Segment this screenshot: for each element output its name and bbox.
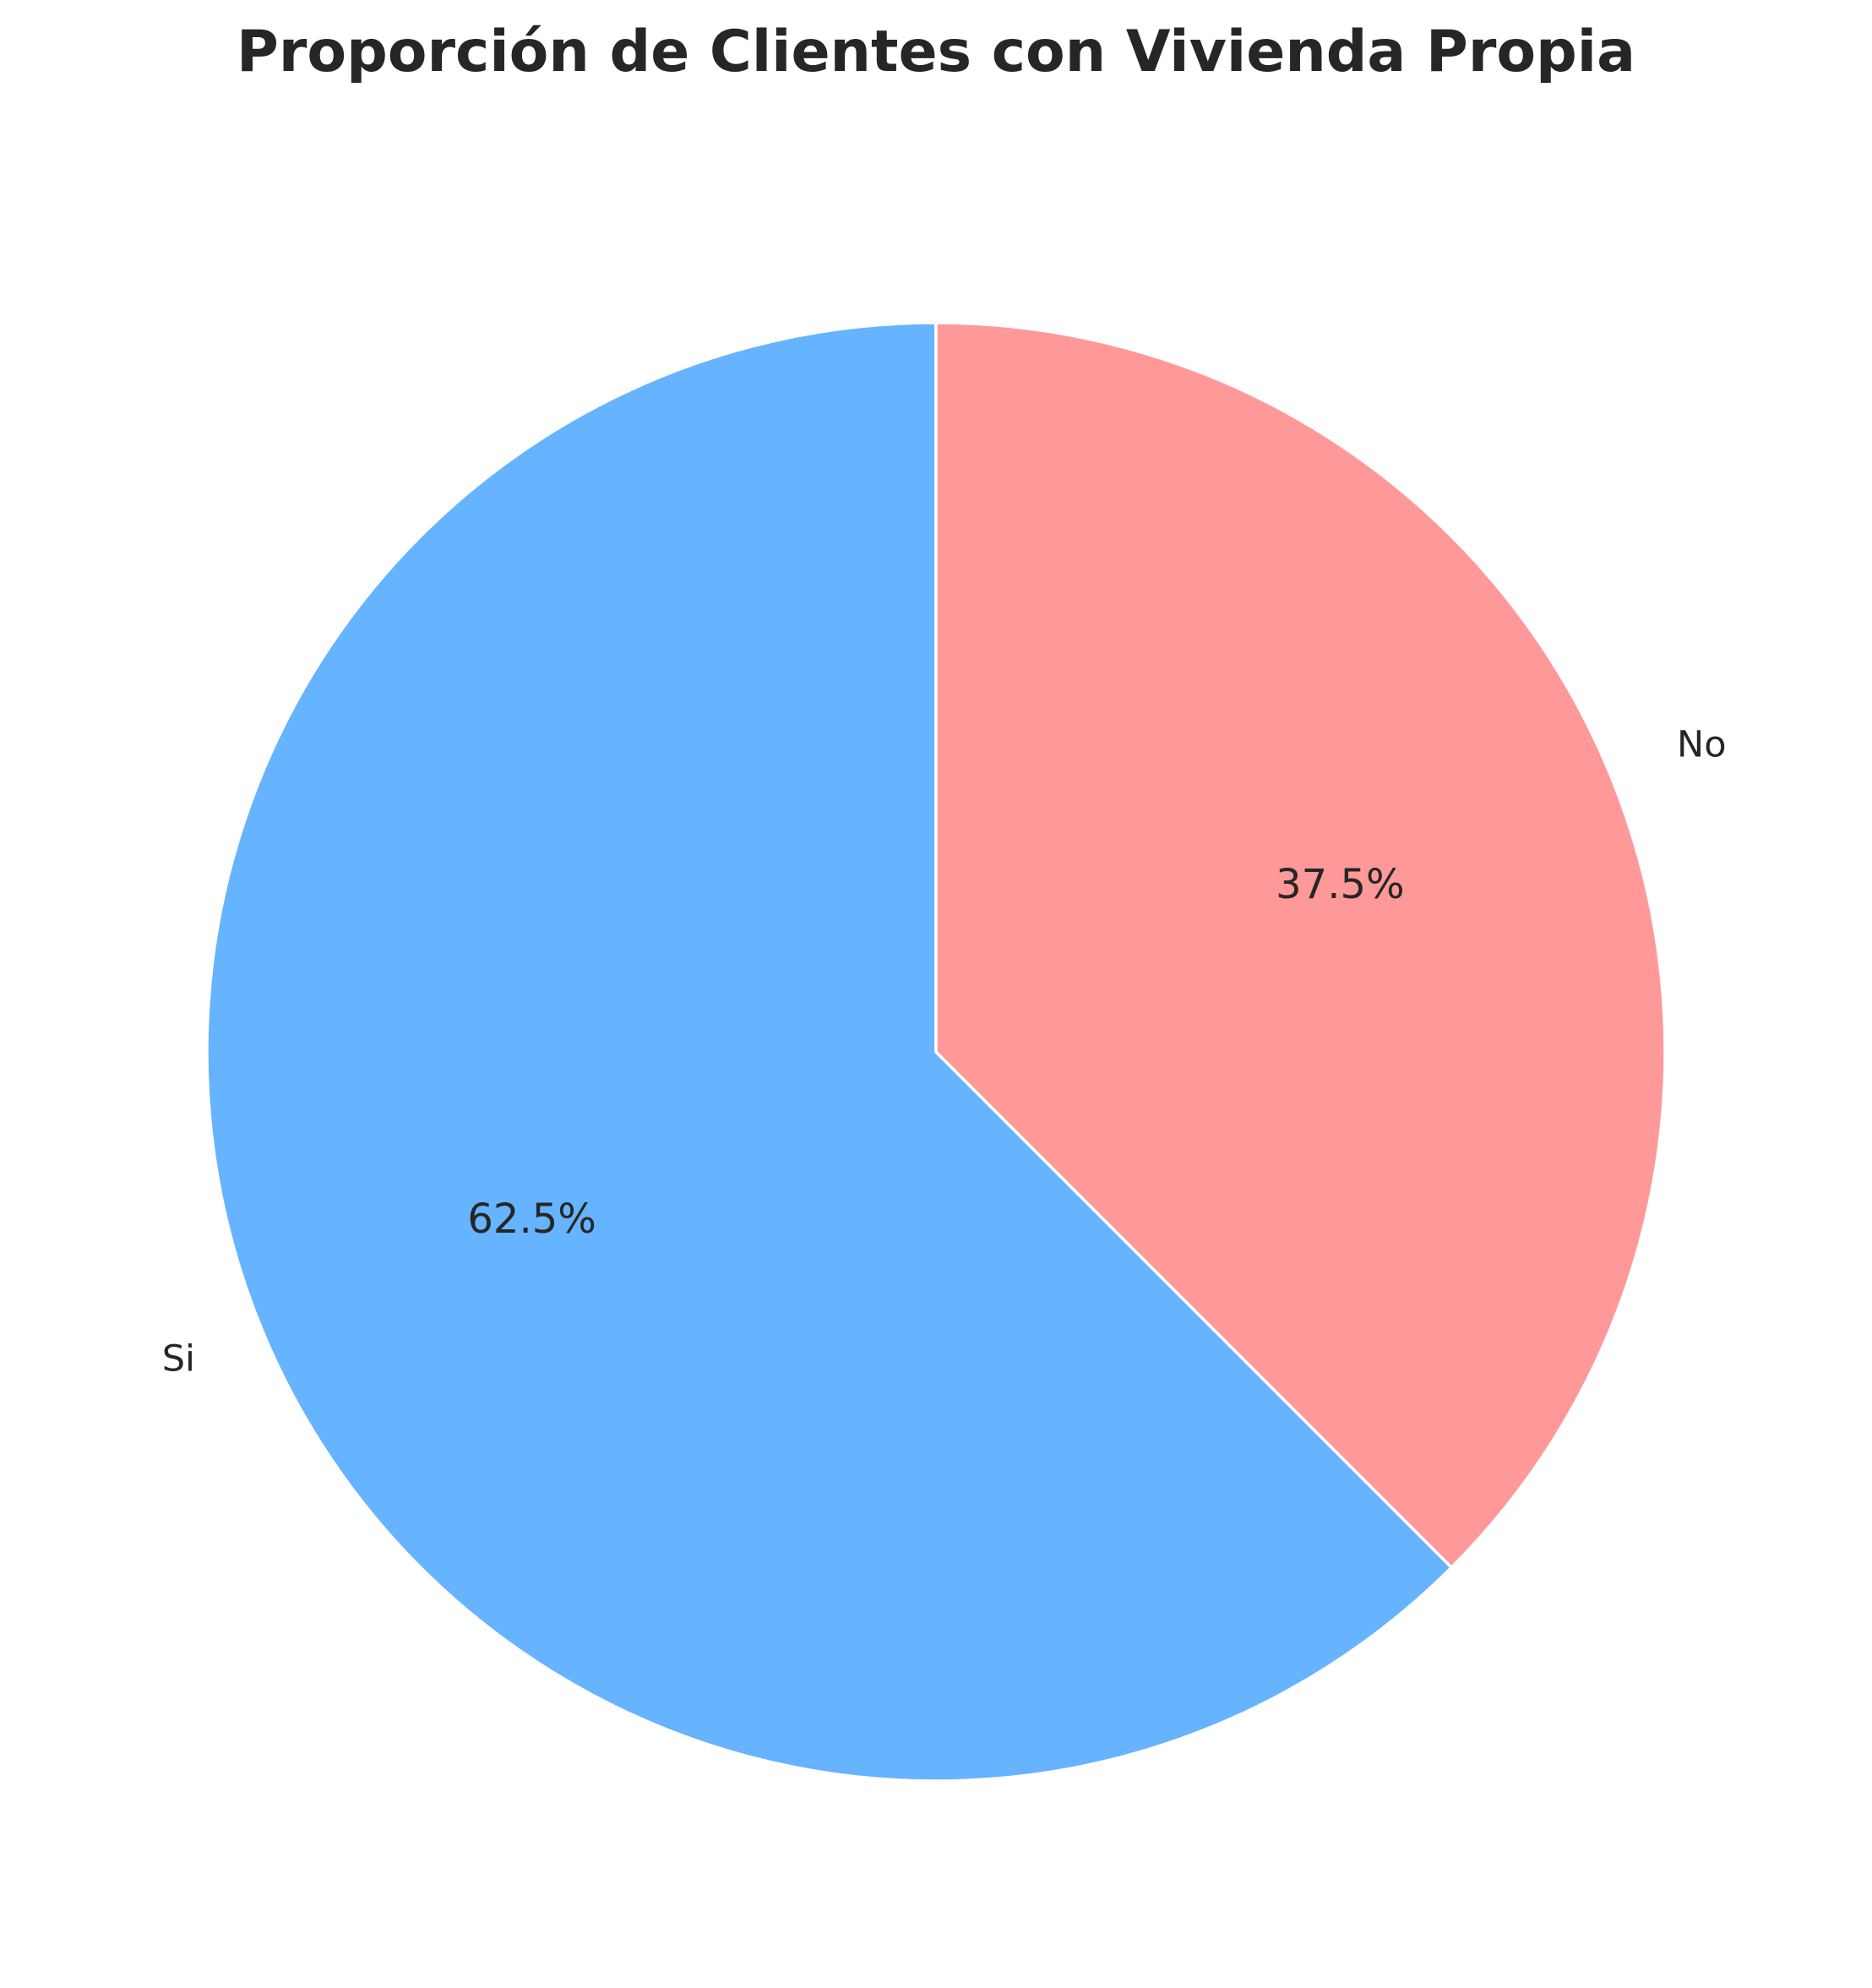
- pie-slice-no: [934, 321, 1667, 1569]
- pie-slices: [205, 321, 1667, 1783]
- pie-labels: Si 62.5% No 37.5%: [162, 724, 1727, 1381]
- slice-label-si: Si: [162, 1337, 195, 1380]
- chart-title: Proporción de Clientes con Vivienda Prop…: [237, 19, 1635, 85]
- pie-slice-si: [205, 321, 1453, 1783]
- slice-percent-no: 37.5%: [1276, 861, 1404, 908]
- slice-label-no: No: [1677, 724, 1726, 766]
- slice-percent-si: 62.5%: [467, 1196, 596, 1243]
